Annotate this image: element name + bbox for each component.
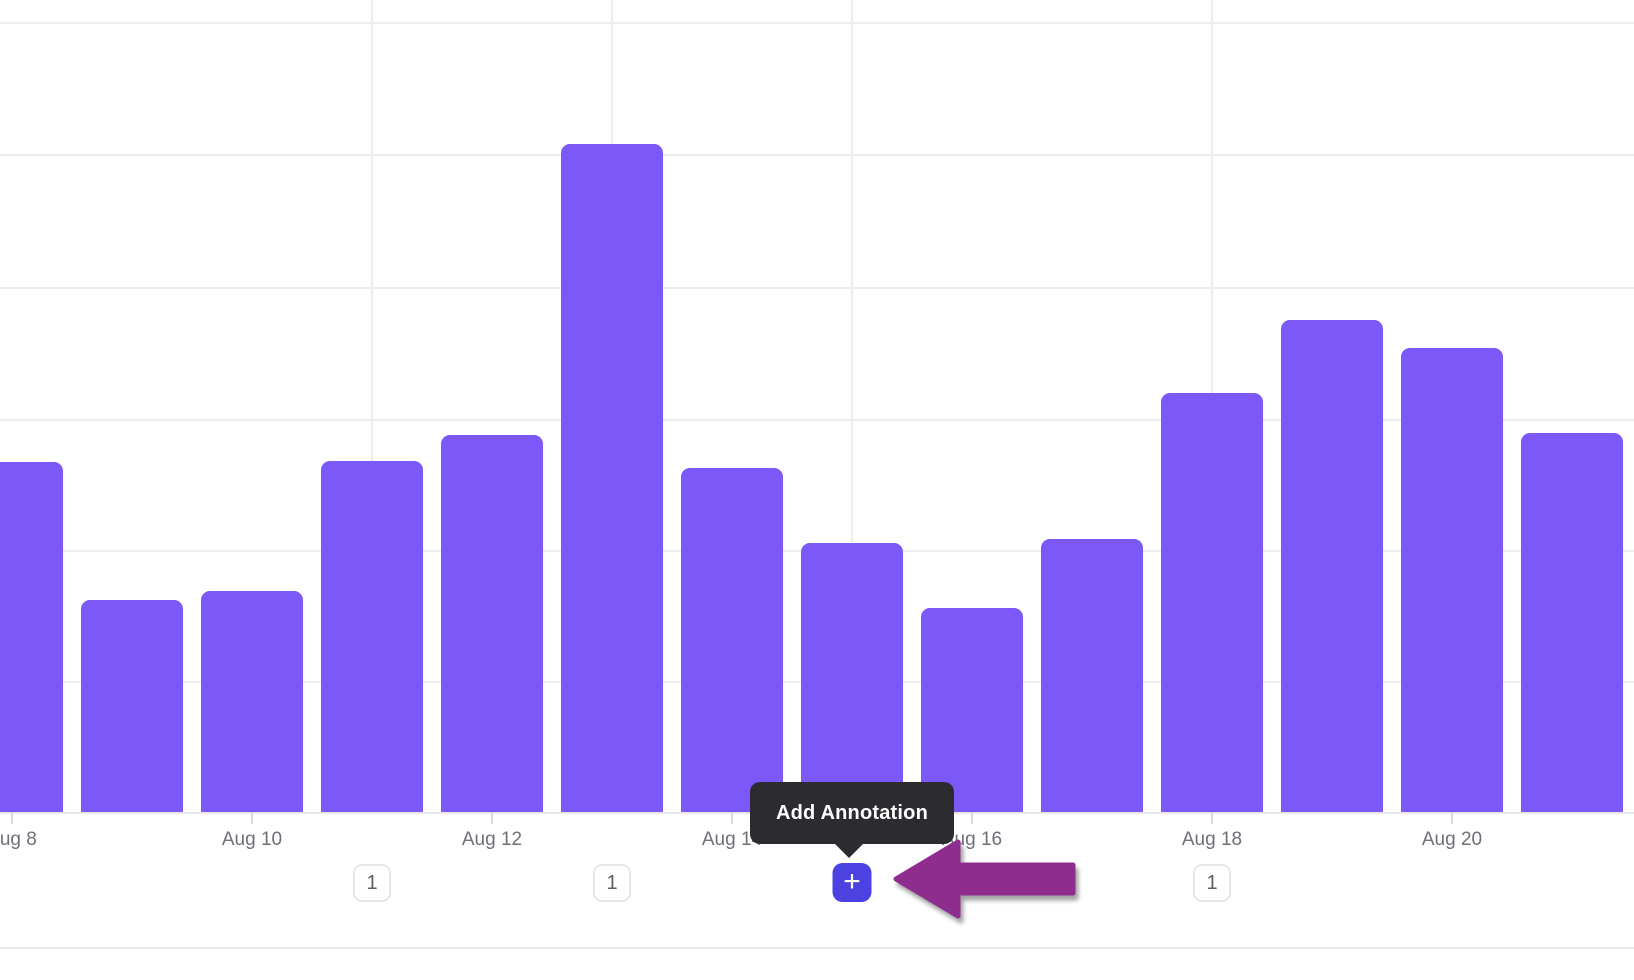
x-axis-tick <box>971 812 973 824</box>
tooltip-label: Add Annotation <box>775 801 929 824</box>
annotation-count-badge[interactable]: 1 <box>1193 864 1231 902</box>
chart-bar[interactable] <box>561 144 663 812</box>
x-axis-label: Aug 14 <box>701 829 763 850</box>
x-axis-label: Aug 12 <box>461 829 523 850</box>
plus-icon: + <box>843 864 861 898</box>
x-axis-label: Aug 8 <box>0 829 37 850</box>
chart-bar[interactable] <box>321 461 423 812</box>
annotation-day-gridline <box>371 0 373 812</box>
chart-bar[interactable] <box>201 591 303 812</box>
annotation-count-badge[interactable]: 1 <box>353 864 391 902</box>
chart-bar[interactable] <box>681 468 783 812</box>
chart-bar[interactable] <box>1281 320 1383 812</box>
chart-bar[interactable] <box>1401 348 1503 812</box>
x-axis-tick <box>1451 812 1453 824</box>
annotation-count-badge[interactable]: 1 <box>593 864 631 902</box>
chart-bar[interactable] <box>801 543 903 812</box>
chart-bar[interactable] <box>1041 539 1143 812</box>
add-annotation-button[interactable]: + <box>832 863 872 902</box>
h-gridline <box>0 154 1634 156</box>
chart-bar[interactable] <box>81 600 183 812</box>
chart-bar[interactable] <box>921 608 1023 812</box>
add-annotation-tooltip: Add Annotation <box>750 782 954 858</box>
x-axis-label: Aug 20 <box>1421 829 1483 850</box>
h-gridline <box>0 419 1634 421</box>
annotation-day-gridline <box>851 0 853 812</box>
x-axis-tick <box>1211 812 1213 824</box>
x-axis-tick <box>11 812 13 824</box>
h-gridline <box>0 287 1634 289</box>
x-axis-tick <box>731 812 733 824</box>
x-axis-tick <box>491 812 493 824</box>
h-gridline <box>0 22 1634 24</box>
chart-bar[interactable] <box>1161 393 1263 812</box>
chart-bar[interactable] <box>441 435 543 812</box>
chart-bar[interactable] <box>0 462 63 812</box>
bottom-divider <box>0 947 1634 949</box>
chart-bar[interactable] <box>1521 433 1623 812</box>
tooltip-caret <box>833 842 865 858</box>
x-axis-label: Aug 10 <box>221 829 283 850</box>
x-axis-tick <box>251 812 253 824</box>
x-axis-label: Aug 18 <box>1181 829 1243 850</box>
